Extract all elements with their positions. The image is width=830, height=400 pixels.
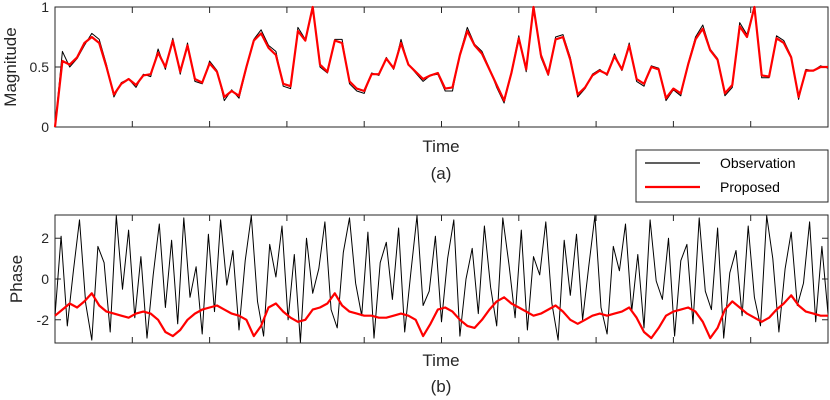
- y-tick-label: 2: [41, 230, 49, 246]
- y-axis-title-a: Magnitude: [1, 27, 20, 106]
- series-a: [53, 5, 829, 128]
- y-tick-label: 0.5: [30, 59, 50, 75]
- legend-label-observation: Observation: [720, 155, 795, 171]
- y-tick-label: 0: [41, 119, 49, 135]
- caption-a: (a): [431, 164, 452, 183]
- y-ticks-b: -2 0 2: [37, 230, 828, 328]
- y-ticks-a: 00.51: [30, 0, 828, 135]
- series-line-observation: [54, 215, 829, 343]
- series-b: [54, 215, 829, 343]
- caption-b: (b): [431, 377, 452, 396]
- y-axis-title-b: Phase: [7, 255, 26, 303]
- series-line-proposed: [54, 292, 828, 340]
- panel-b: -2 0 2 Time Phase (b): [7, 214, 829, 396]
- x-axis-title-a: Time: [422, 137, 459, 156]
- y-tick-label: -2: [37, 312, 50, 328]
- legend-label-proposed: Proposed: [720, 179, 780, 195]
- y-tick-label: 0: [41, 271, 49, 287]
- series-line-proposed: [53, 5, 828, 128]
- plot-area-b: [54, 214, 829, 344]
- panel-a: 00.51 Time Magnitude (a): [1, 0, 829, 183]
- plot-area-a: [54, 6, 829, 128]
- x-ticks-b: [131, 215, 752, 343]
- y-tick-label: 1: [41, 0, 49, 15]
- x-axis-title-b: Time: [422, 351, 459, 370]
- x-ticks-a: [131, 7, 752, 127]
- legend-box: [635, 149, 829, 203]
- legend: Observation Proposed: [635, 149, 829, 203]
